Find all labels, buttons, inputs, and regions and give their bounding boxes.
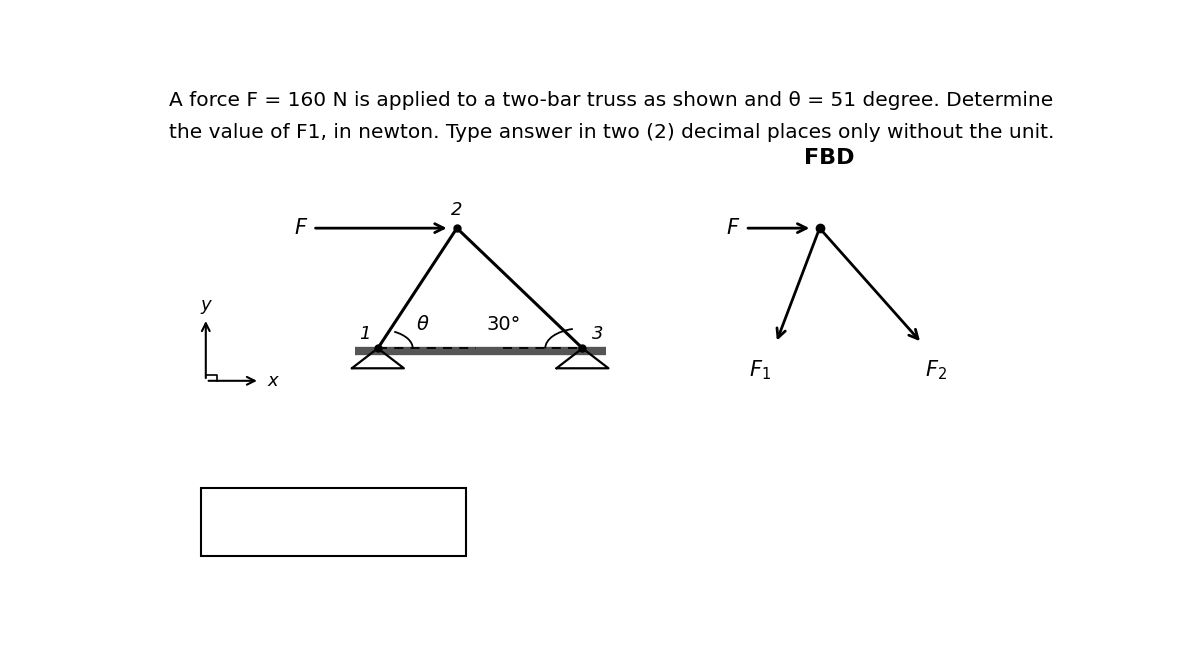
Text: 30°: 30° (486, 315, 521, 334)
Text: 3: 3 (592, 325, 604, 343)
Text: $F_2$: $F_2$ (925, 358, 947, 382)
Text: θ: θ (416, 315, 428, 334)
Text: the value of F1, in newton. Type answer in two (2) decimal places only without t: the value of F1, in newton. Type answer … (168, 123, 1054, 142)
Text: $F_1$: $F_1$ (749, 358, 772, 382)
Text: y: y (200, 296, 211, 314)
Text: 1: 1 (359, 325, 371, 343)
Text: 2: 2 (451, 201, 463, 219)
Text: x: x (268, 372, 278, 390)
Text: A force F = 160 N is applied to a two-bar truss as shown and θ = 51 degree. Dete: A force F = 160 N is applied to a two-ba… (168, 90, 1052, 109)
FancyBboxPatch shape (202, 488, 466, 556)
Text: FBD: FBD (804, 148, 854, 168)
Text: F: F (294, 218, 306, 238)
Text: F: F (727, 218, 739, 238)
